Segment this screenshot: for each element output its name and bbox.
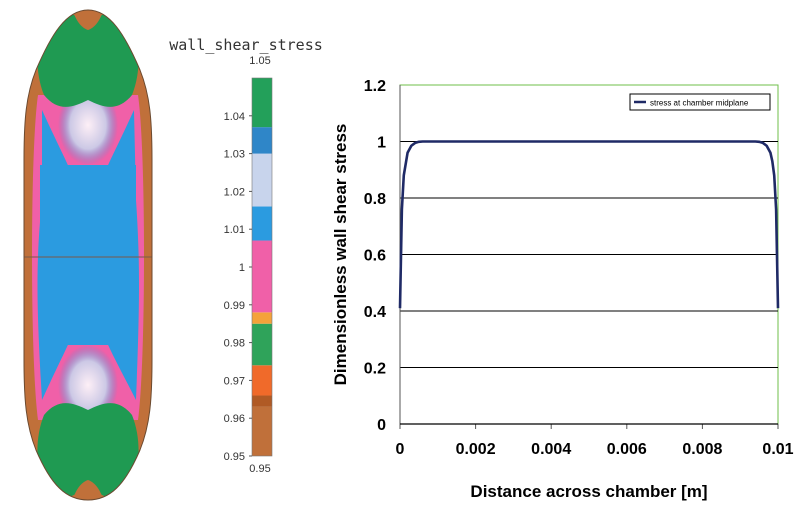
x-axis-ticks: 0 0.002 0.004 0.006 0.008 0.01: [396, 423, 794, 458]
colorbar-band: [252, 323, 272, 366]
y-tick-label: 0.8: [364, 191, 386, 208]
colorbar-tick-label: 0.97: [224, 375, 245, 387]
colorbar-band: [252, 406, 272, 456]
x-tick-label: 0.01: [762, 441, 793, 458]
colorbar: [251, 77, 273, 457]
legend-box: [629, 93, 771, 111]
colorbar-title: wall_shear_stress: [169, 36, 323, 54]
colorbar-band: [252, 206, 272, 241]
y-tick-label: 0.2: [364, 361, 386, 378]
legend: stress at chamber midplane: [629, 93, 771, 111]
x-tick-label: 0.008: [682, 441, 722, 458]
contour-outline: [23, 9, 153, 501]
colorbar-band: [252, 127, 272, 154]
colorbar-tick-label: 1.01: [224, 224, 245, 236]
colorbar-tick-label: 0.96: [224, 413, 245, 425]
colorbar-band: [252, 153, 272, 207]
contour-plot: [23, 9, 153, 501]
colorbar-band: [252, 240, 272, 313]
colorbar-tick-label: 1.02: [224, 186, 245, 198]
x-tick-label: 0: [396, 441, 405, 458]
contour-center-core: [40, 165, 136, 345]
series-layer: [398, 140, 780, 309]
colorbar-tick-label: 1: [239, 262, 245, 274]
colorbar-tick-label: 0.98: [224, 338, 245, 350]
colorbar-band: [252, 78, 272, 128]
colorbar-band: [252, 365, 272, 396]
y-tick-label: 0.6: [364, 248, 386, 265]
x-axis-label: Distance across chamber [m]: [470, 482, 707, 501]
x-tick-label: 0.004: [531, 441, 571, 458]
colorbar-tick-label: 1.04: [224, 111, 245, 123]
colorbar-bottom-label: 0.95: [249, 463, 270, 475]
colorbar-top-label: 1.05: [249, 55, 270, 67]
series-line: [398, 140, 780, 309]
colorbar-tick-label: 1.03: [224, 149, 245, 161]
colorbar-tick-label: 0.99: [224, 300, 245, 312]
y-tick-label: 0.4: [364, 304, 386, 321]
y-axis-ticks: 0 0.2 0.4 0.6 0.8 1 1.2: [364, 78, 401, 434]
line-chart: 00.20.40.60.811.2 0 0.002 0.004 0.006 0.008 0…: [331, 78, 794, 501]
y-tick-label: 0: [377, 417, 386, 434]
y-tick-label: 1: [377, 135, 386, 152]
y-axis-label: Dimensionless wall shear stress: [331, 124, 350, 386]
legend-label: stress at chamber midplane: [650, 99, 749, 108]
colorbar-tick-label: 0.95: [224, 451, 245, 463]
colorbar-band: [252, 395, 272, 407]
colorbar-band: [252, 312, 272, 324]
contour-cap-bottom: [37, 403, 139, 498]
colorbar-ticks: 1.04 1.03 1.02 1.01 1 0.99 0.98 0.97 0.96 0.95: [224, 111, 252, 463]
x-tick-label: 0.002: [456, 441, 496, 458]
contour-cap-top: [37, 12, 139, 107]
y-tick-label: 1.2: [364, 78, 386, 95]
x-tick-label: 0.006: [607, 441, 647, 458]
